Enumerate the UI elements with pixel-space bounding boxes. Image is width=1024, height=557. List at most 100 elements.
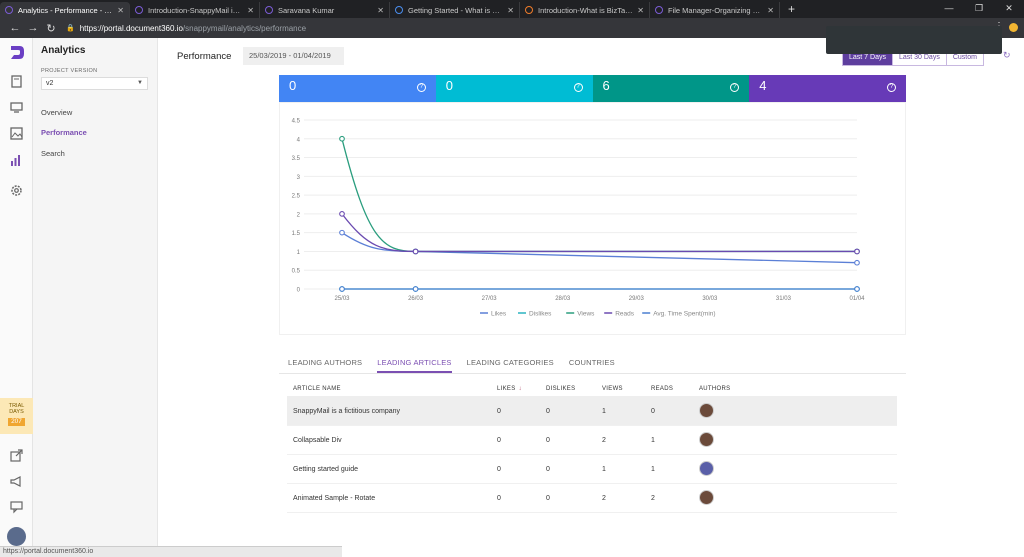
back-arrow-icon[interactable]: ← [9,22,21,34]
tab-countries[interactable]: COUNTRIES [568,358,615,367]
leading-tabs: LEADING AUTHORS LEADING ARTICLES LEADING… [279,354,906,374]
table-row[interactable]: Collapsable Div 0 0 2 1 [287,426,897,455]
document360-logo-icon[interactable] [8,44,25,61]
close-tab-icon[interactable]: ✕ [507,5,514,15]
browser-tab[interactable]: Analytics - Performance - [ snappymail ]… [0,2,130,18]
trial-days-badge[interactable]: TRIAL DAYS 207 [0,398,33,434]
views-cell: 1 [602,407,606,415]
legend-label: Likes [491,311,507,318]
external-link-icon[interactable] [9,448,24,463]
article-name[interactable]: Animated Sample - Rotate [293,494,376,502]
views-cell: 2 [602,494,606,502]
analytics-icon[interactable] [9,153,24,168]
tab-leading-articles[interactable]: LEADING ARTICLES [377,354,452,373]
author-avatar[interactable] [699,460,714,476]
tab-leading-authors[interactable]: LEADING AUTHORS [288,358,363,367]
data-point [854,286,860,292]
sidebar-item-search[interactable]: Search [41,149,65,158]
article-name[interactable]: SnappyMail is a fictitious company [293,407,400,415]
author-avatar[interactable] [699,489,714,505]
series-line [341,232,858,264]
megaphone-icon[interactable] [9,474,24,489]
line-chart-svg: 0 0.5 1 1.5 2 2.5 3 3.5 4 4.5 25/03 26/03 27/03 28/03… [292,119,866,318]
document360-icon [5,6,13,14]
settings-gear-icon[interactable] [9,183,24,198]
icon-rail: TRIAL DAYS 207 [0,38,33,557]
legend-label: Reads [615,311,635,318]
project-version-select[interactable]: v2 ▼ [41,77,148,90]
col-likes[interactable]: LIKES ↓ [497,386,522,392]
likes-cell: 0 [497,465,501,473]
x-tick-label: 25/03 [334,296,350,302]
image-icon[interactable] [9,126,24,141]
reload-icon[interactable]: ↻ [46,22,56,35]
table-row[interactable]: Getting started guide 0 0 1 1 [287,455,897,484]
close-tab-icon[interactable]: ✕ [767,5,774,15]
close-tab-icon[interactable]: ✕ [377,5,384,15]
likes-cell: 0 [497,436,501,444]
legend-label: Views [577,311,595,318]
forward-arrow-icon[interactable]: → [27,22,39,34]
date-range-field[interactable]: 25/03/2019 - 01/04/2019 [243,47,344,65]
col-views[interactable]: VIEWS [602,386,623,392]
col-dislikes[interactable]: DISLIKES [546,386,576,392]
browser-tab[interactable]: Saravana Kumar ✕ [260,2,390,18]
sort-down-icon[interactable]: ↓ [518,386,522,392]
close-tab-icon[interactable]: ✕ [247,5,254,15]
lock-icon: 🔒 [66,25,75,32]
close-window-icon[interactable]: ✕ [1005,3,1013,13]
status-bar: https://portal.document360.io [0,546,342,557]
main-content: Performance 25/03/2019 - 01/04/2019 Last… [158,26,1024,557]
close-tab-icon[interactable]: ✕ [637,5,644,15]
url-field[interactable]: 🔒 https://portal.document360.io/snappyma… [66,23,307,33]
article-name[interactable]: Getting started guide [293,465,358,473]
y-tick-label: 0.5 [292,269,301,275]
maximize-icon[interactable]: ❐ [974,3,984,13]
help-icon[interactable]: ? [730,83,740,92]
serverless360-icon [395,6,403,14]
x-tick-label: 28/03 [555,296,571,302]
data-point [339,135,345,142]
help-icon[interactable]: ? [887,83,896,92]
data-point [339,286,345,292]
chat-icon[interactable] [9,499,24,514]
likes-cell: 0 [497,494,501,502]
x-tick-label: 30/03 [702,296,718,302]
col-article-name[interactable]: ARTICLE NAME [293,386,341,392]
browser-tab[interactable]: Introduction-SnappyMail is a fictitious … [130,2,260,18]
author-avatar[interactable] [699,431,714,447]
sidebar-item-overview[interactable]: Overview [41,108,73,117]
table-row[interactable]: SnappyMail is a fictitious company 0 0 1… [287,397,897,426]
browser-tab[interactable]: File Manager-Organizing your files✕ [650,2,780,18]
reads-cell: 0 [651,407,655,415]
sidebar-title: Analytics [41,45,86,56]
tab-leading-categories[interactable]: LEADING CATEGORIES [466,358,554,367]
help-icon[interactable]: ? [416,83,426,92]
kpi-card-dislikes: 0? [435,75,593,102]
data-point [412,286,419,292]
browser-tab[interactable]: Introduction-What is BizTalk360 ✕ [520,2,650,18]
y-tick-label: 1 [297,250,301,256]
user-avatar[interactable] [7,527,26,546]
article-name[interactable]: Collapsable Div [293,436,342,444]
author-avatar[interactable] [699,402,714,418]
kpi-card-likes: 0? [279,75,436,102]
minimize-icon[interactable]: — [944,3,954,13]
col-reads[interactable]: READS [651,386,674,392]
table-row[interactable]: Animated Sample - Rotate 0 0 2 2 [287,484,897,513]
browser-tab[interactable]: Getting Started - What is Serverless360✕ [390,2,520,18]
documents-icon[interactable] [9,74,24,89]
browser-tab-bar: Analytics - Performance - [ snappymail ]… [0,0,1024,18]
sidebar-item-performance[interactable]: Performance [41,128,87,137]
extension-icon[interactable] [1009,23,1018,32]
refresh-icon[interactable]: ↻ [1003,50,1011,60]
data-point [339,229,345,236]
reads-cell: 1 [651,465,655,473]
data-point [412,248,419,255]
data-point [339,211,345,217]
y-tick-label: 2.5 [292,194,301,200]
monitor-icon[interactable] [9,100,24,115]
new-tab-button[interactable]: + [788,2,796,16]
close-tab-icon[interactable]: ✕ [117,5,124,15]
help-icon[interactable]: ? [573,83,583,92]
